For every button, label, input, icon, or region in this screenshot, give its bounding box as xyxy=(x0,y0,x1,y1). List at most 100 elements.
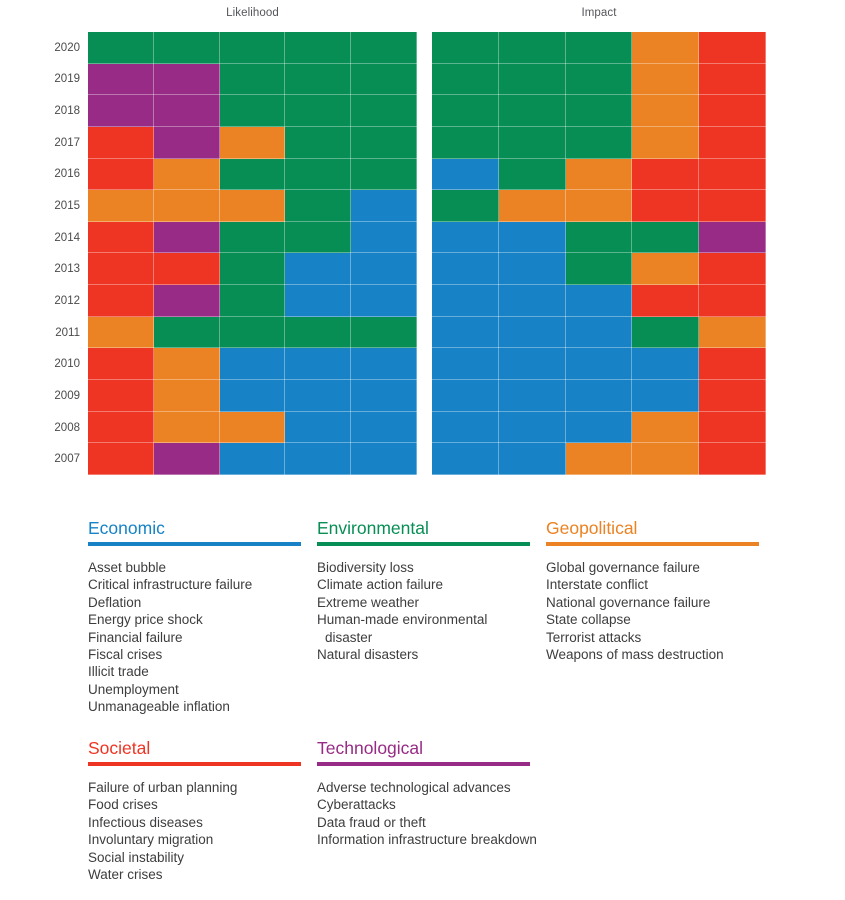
heatmap-cell-impact-2010-rank5-societal xyxy=(699,348,766,381)
legend-item: Social instability xyxy=(88,849,185,865)
legend-item: Weapons of mass destruction xyxy=(546,647,724,663)
legend-items-geopolitical: Global governance failure Interstate conf… xyxy=(546,559,781,663)
heatmap-cell-likelihood-2016-rank3-environmental xyxy=(219,158,286,191)
legend-item: Information infrastructure breakdown xyxy=(317,832,537,848)
heatmap-likelihood xyxy=(88,32,417,475)
heatmap-cell-impact-2017-rank4-geopolitical xyxy=(632,126,700,159)
heatmap-cell-likelihood-2012-rank4-economic xyxy=(285,285,352,317)
heatmap-cell-impact-2020-rank2-environmental xyxy=(498,32,566,64)
legend-rule-geopolitical xyxy=(546,542,759,546)
heatmap-cell-impact-2017-rank2-environmental xyxy=(498,126,566,159)
legend-item: Interstate conflict xyxy=(546,577,649,593)
heatmap-cell-impact-2014-rank4-environmental xyxy=(632,221,700,254)
heatmap-cell-impact-2013-rank5-societal xyxy=(699,253,766,286)
year-label-2020: 2020 xyxy=(54,41,80,54)
legend-section-economic: Economic Asset bubble Critical infrastruc… xyxy=(88,518,308,716)
heatmap-cell-likelihood-2016-rank5-environmental xyxy=(351,158,417,191)
year-label-2011: 2011 xyxy=(55,326,80,339)
heatmap-cell-likelihood-2020-rank5-environmental xyxy=(351,32,417,64)
year-label-2018: 2018 xyxy=(54,105,80,118)
legend-item: Biodiversity loss xyxy=(317,560,414,575)
heatmap-cell-likelihood-2007-rank3-economic xyxy=(219,443,286,475)
heatmap-cell-impact-2007-rank3-geopolitical xyxy=(565,443,633,475)
heatmap-cell-impact-2010-rank1-economic xyxy=(432,348,499,381)
heatmap-cell-likelihood-2016-rank1-societal xyxy=(88,158,154,191)
heatmap-cell-impact-2015-rank5-societal xyxy=(699,190,766,222)
year-label-2008: 2008 xyxy=(54,421,80,434)
heatmap-cell-impact-2018-rank3-environmental xyxy=(565,95,633,127)
heatmap-cell-likelihood-2011-rank3-environmental xyxy=(219,316,286,349)
legend-item: Financial failure xyxy=(88,629,183,645)
heatmap-cell-impact-2017-rank1-environmental xyxy=(432,126,499,159)
heatmap-cell-impact-2014-rank2-economic xyxy=(498,221,566,254)
legend-section-geopolitical: Geopolitical Global governance failure In… xyxy=(546,518,781,663)
heatmap-cell-impact-2008-rank2-economic xyxy=(498,411,566,444)
heatmap-cell-impact-2009-rank1-economic xyxy=(432,380,499,412)
heatmap-cell-impact-2018-rank1-environmental xyxy=(432,95,499,127)
heatmap-cell-likelihood-2020-rank1-environmental xyxy=(88,32,154,64)
heatmap-cell-likelihood-2007-rank5-economic xyxy=(351,443,417,475)
legend-item: Extreme weather xyxy=(317,594,420,610)
heatmap-cell-impact-2019-rank3-environmental xyxy=(565,63,633,96)
heatmap-cell-likelihood-2008-rank2-geopolitical xyxy=(153,411,220,444)
heatmap-cell-likelihood-2011-rank2-environmental xyxy=(153,316,220,349)
heatmap-cell-impact-2019-rank1-environmental xyxy=(432,63,499,96)
legend-item: Failure of urban planning xyxy=(88,780,238,795)
heatmap-cell-likelihood-2009-rank5-economic xyxy=(351,380,417,412)
heatmap-impact xyxy=(432,32,766,475)
legend-item: Critical infrastructure failure xyxy=(88,577,253,593)
legend-item: National governance failure xyxy=(546,594,711,610)
legend-item: Unmanageable inflation xyxy=(88,699,230,715)
heatmap-cell-likelihood-2009-rank3-economic xyxy=(219,380,286,412)
legend-item: Deflation xyxy=(88,594,142,610)
heatmap-cell-likelihood-2008-rank4-economic xyxy=(285,411,352,444)
heatmap-cell-impact-2014-rank3-environmental xyxy=(565,221,633,254)
legend-item: Food crises xyxy=(88,797,158,813)
heatmap-cell-impact-2020-rank3-environmental xyxy=(565,32,633,64)
legend-item: Climate action failure xyxy=(317,577,444,593)
heatmap-cell-impact-2017-rank5-societal xyxy=(699,126,766,159)
heatmap-cell-likelihood-2013-rank5-economic xyxy=(351,253,417,286)
heatmap-cell-impact-2011-rank3-economic xyxy=(565,316,633,349)
heatmap-cell-likelihood-2007-rank2-technological xyxy=(153,443,220,475)
legend-item: Global governance failure xyxy=(546,560,700,575)
heatmap-cell-impact-2012-rank1-economic xyxy=(432,285,499,317)
year-label-2007: 2007 xyxy=(54,453,80,466)
heatmap-cell-impact-2016-rank1-economic xyxy=(432,158,499,191)
heatmap-cell-impact-2016-rank3-geopolitical xyxy=(565,158,633,191)
heatmap-cell-likelihood-2012-rank3-environmental xyxy=(219,285,286,317)
heatmap-cell-impact-2014-rank5-technological xyxy=(699,221,766,254)
legend-item: Unemployment xyxy=(88,681,179,697)
heatmap-cell-likelihood-2018-rank4-environmental xyxy=(285,95,352,127)
heatmap-cell-impact-2018-rank2-environmental xyxy=(498,95,566,127)
heatmap-cell-impact-2007-rank2-economic xyxy=(498,443,566,475)
legend-section-societal: Societal Failure of urban planning Food c… xyxy=(88,738,310,883)
heatmap-cell-likelihood-2014-rank3-environmental xyxy=(219,221,286,254)
legend-title-societal: Societal xyxy=(88,738,151,758)
heatmap-cell-likelihood-2011-rank4-environmental xyxy=(285,316,352,349)
legend-item: Infectious diseases xyxy=(88,814,203,830)
panel-title-likelihood: Likelihood xyxy=(226,7,279,19)
heatmap-cell-likelihood-2012-rank5-economic xyxy=(351,285,417,317)
heatmap-cell-impact-2020-rank5-societal xyxy=(699,32,766,64)
heatmap-cell-impact-2011-rank5-geopolitical xyxy=(699,316,766,349)
heatmap-cell-likelihood-2008-rank5-economic xyxy=(351,411,417,444)
heatmap-cell-impact-2019-rank4-geopolitical xyxy=(632,63,700,96)
heatmap-cell-impact-2012-rank2-economic xyxy=(498,285,566,317)
heatmap-cell-likelihood-2013-rank2-societal xyxy=(153,253,220,286)
legend-item: Energy price shock xyxy=(88,612,203,628)
year-label-2012: 2012 xyxy=(54,294,80,307)
heatmap-cell-likelihood-2010-rank3-economic xyxy=(219,348,286,381)
heatmap-cell-likelihood-2012-rank2-technological xyxy=(153,285,220,317)
heatmap-cell-likelihood-2013-rank4-economic xyxy=(285,253,352,286)
heatmap-cell-likelihood-2019-rank5-environmental xyxy=(351,63,417,96)
heatmap-cell-likelihood-2009-rank2-geopolitical xyxy=(153,380,220,412)
heatmap-cell-likelihood-2013-rank1-societal xyxy=(88,253,154,286)
legend-items-societal: Failure of urban planning Food crises Infe… xyxy=(88,779,310,883)
heatmap-cell-likelihood-2020-rank2-environmental xyxy=(153,32,220,64)
legend-item: Asset bubble xyxy=(88,560,167,575)
heatmap-cell-impact-2008-rank1-economic xyxy=(432,411,499,444)
year-label-2017: 2017 xyxy=(54,136,80,149)
heatmap-cell-likelihood-2010-rank5-economic xyxy=(351,348,417,381)
